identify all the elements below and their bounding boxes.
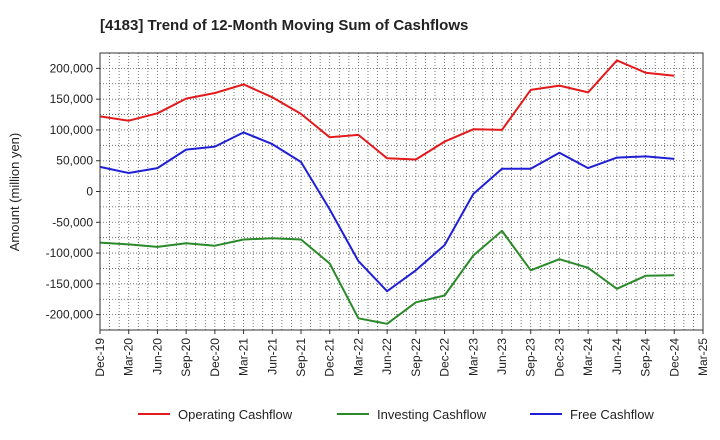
x-tick-label: Mar-20: [122, 338, 136, 376]
grid-lines: [99, 52, 704, 331]
y-tick-label: 150,000: [50, 92, 94, 106]
y-tick-label: 200,000: [50, 61, 94, 75]
x-tick-label: Jun-20: [150, 338, 164, 375]
x-tick-label: Jun-23: [495, 338, 509, 375]
y-tick-label: 0: [86, 185, 93, 199]
investing-cashflow-line: [99, 229, 675, 325]
y-tick-labels: 200,000 150,000 100,000 50,000 0 -50,000 -100,…: [46, 61, 100, 322]
y-tick-label: -50,000: [52, 215, 93, 229]
x-tick-label: Sep-20: [179, 338, 193, 377]
x-tick-label: Dec-19: [93, 338, 107, 377]
x-tick-label: Jun-21: [265, 338, 279, 375]
chart-title: [4183] Trend of 12-Month Moving Sum of C…: [100, 17, 468, 34]
investing-cashflow-legend-label: Investing Cashflow: [377, 407, 487, 422]
y-tick-label: -200,000: [46, 308, 94, 322]
y-tick-label: -150,000: [46, 277, 94, 291]
x-tick-label: Sep-22: [409, 338, 423, 377]
x-tick-labels: Dec-19 Mar-20 Jun-20 Sep-20 Dec-20 Mar-21 Jun-…: [93, 330, 710, 377]
y-tick-label: 100,000: [50, 123, 94, 137]
y-tick-label: 50,000: [56, 154, 93, 168]
free-cashflow-legend-label: Free Cashflow: [570, 407, 654, 422]
plot-frame: [99, 52, 704, 331]
series-lines: [99, 59, 675, 325]
x-tick-label: Mar-24: [581, 338, 595, 376]
x-tick-label: Mar-23: [466, 338, 480, 376]
x-tick-label: Mar-21: [237, 338, 251, 376]
x-tick-label: Dec-23: [552, 338, 566, 377]
operating-cashflow-line: [99, 59, 675, 161]
x-tick-label: Dec-20: [208, 338, 222, 377]
x-tick-label: Sep-23: [524, 338, 538, 377]
x-tick-label: Sep-24: [639, 338, 653, 377]
x-tick-label: Mar-22: [351, 338, 365, 376]
operating-cashflow-legend-label: Operating Cashflow: [178, 407, 293, 422]
x-tick-label: Jun-22: [380, 338, 394, 375]
free-cashflow-line: [99, 131, 675, 293]
x-tick-label: Dec-24: [667, 338, 681, 377]
x-tick-label: Jun-24: [610, 338, 624, 375]
legend: Operating Cashflow Investing Cashflow Free…: [138, 407, 654, 422]
x-tick-label: Dec-22: [438, 338, 452, 377]
x-tick-label: Dec-21: [323, 338, 337, 377]
x-tick-label: Mar-25: [696, 338, 710, 376]
y-tick-label: -100,000: [46, 246, 94, 260]
x-tick-label: Sep-21: [294, 338, 308, 377]
y-axis-label: Amount (million yen): [7, 133, 22, 252]
